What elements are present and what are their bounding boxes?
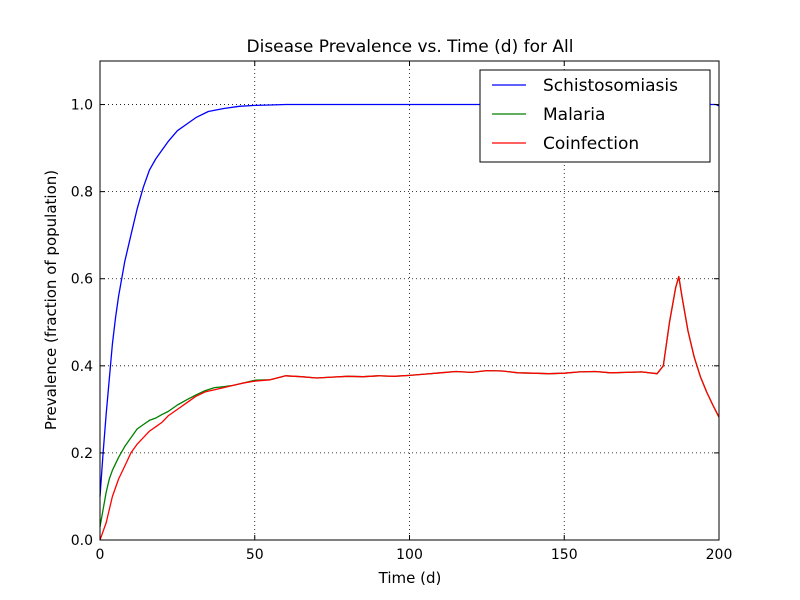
x-tick-label: 0	[96, 547, 105, 563]
legend-label-schistosomiasis: Schistosomiasis	[543, 76, 678, 96]
legend-label-malaria: Malaria	[543, 105, 605, 125]
legend-label-coinfection: Coinfection	[543, 134, 639, 154]
y-tick-label: 0.4	[71, 359, 93, 375]
x-tick-label: 50	[246, 547, 264, 563]
x-tick-label: 150	[551, 547, 578, 563]
y-tick-label: 0.6	[71, 272, 93, 288]
y-tick-label: 0.0	[71, 533, 93, 549]
y-tick-label: 1.0	[71, 98, 93, 114]
axis-ticks: 0 50 100 150 200 0.0 0.2 0.4 0.6 0.8 1.0	[71, 61, 733, 563]
x-tick-label: 200	[706, 547, 733, 563]
y-axis-label: Prevalence (fraction of population)	[42, 170, 60, 430]
x-axis-label: Time (d)	[378, 569, 442, 587]
chart-title: Disease Prevalence vs. Time (d) for All	[247, 37, 574, 57]
y-tick-label: 0.2	[71, 446, 93, 462]
y-tick-label: 0.8	[71, 185, 93, 201]
series-line-coinfection	[99, 275, 720, 541]
x-tick-label: 100	[396, 547, 423, 563]
legend: Schistosomiasis Malaria Coinfection	[479, 69, 711, 163]
